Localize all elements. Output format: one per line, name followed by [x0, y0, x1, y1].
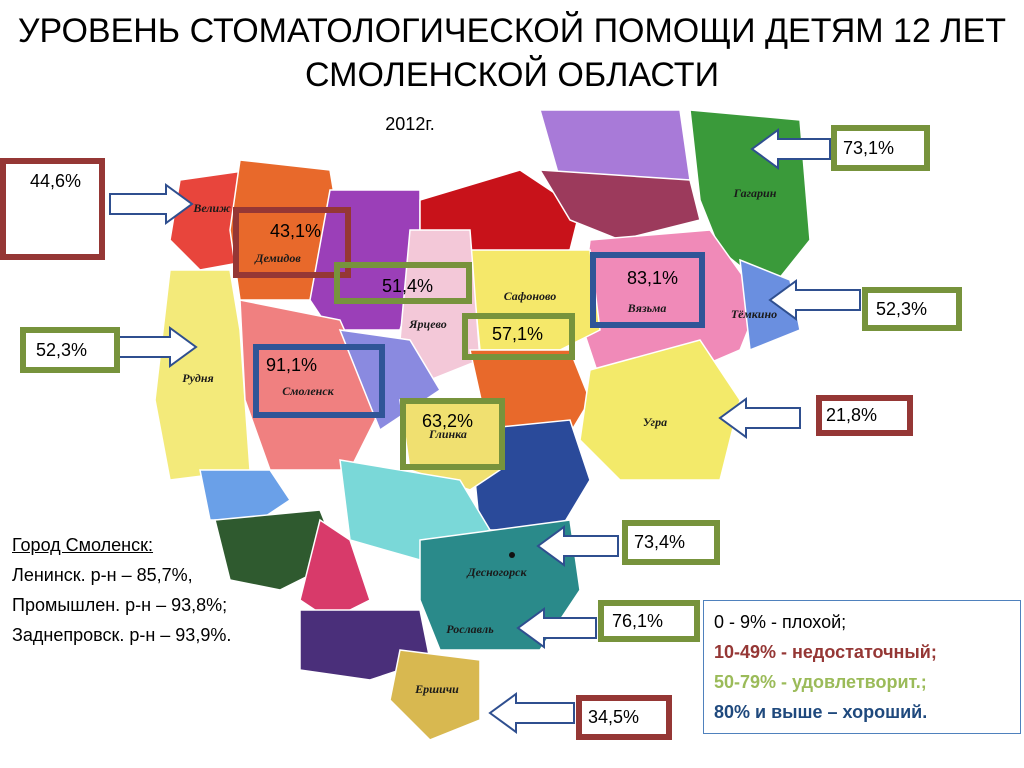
region-shape [739, 258, 801, 352]
region-name: Десногорск [466, 565, 527, 579]
region-shape [199, 469, 292, 521]
callout-value: 52,3% [36, 340, 87, 360]
callout-box [598, 600, 700, 642]
region-name: Тёмкино [731, 307, 777, 321]
region-name: Ярцево [408, 317, 446, 331]
region-name: Угра [643, 415, 667, 429]
callout-value: 44,6% [30, 171, 81, 191]
region-name: Рославль [446, 622, 494, 636]
callout-box [622, 520, 720, 565]
callout-value: 21,8% [826, 405, 877, 425]
callout-box [400, 398, 505, 470]
callout-box [862, 287, 962, 331]
note-line: Ленинск. р-н – 85,7%, [12, 565, 193, 585]
callout-box [831, 125, 930, 171]
arrow [768, 279, 861, 321]
legend-item: 80% и выше – хороший. [714, 702, 928, 722]
arrow [111, 326, 198, 368]
callout-value: 57,1% [492, 324, 543, 344]
note-line: Заднепровск. р-н – 93,9%. [12, 625, 232, 645]
callout-box [334, 262, 472, 304]
title-part: УРОВЕНЬ СТОМАТОЛОГИЧЕСКОЙ ПОМОЩИ ДЕТЯМ 1… [18, 12, 1006, 50]
callout-box [253, 344, 385, 418]
arrow [488, 692, 575, 734]
region-name: Вязьма [627, 301, 667, 315]
year: 2012г. [385, 114, 434, 134]
legend-item: 0 - 9% - плохой; [714, 612, 847, 632]
callout-box [816, 395, 913, 436]
region-name: Глинка [428, 427, 467, 441]
callout-value: 34,5% [588, 707, 639, 727]
legend-item: 10-49% - недостаточный; [714, 642, 937, 662]
region-name: Сафоново [504, 289, 557, 303]
callout-box [590, 252, 705, 328]
region-name: Велиж [192, 201, 231, 215]
callout-value: 76,1% [612, 611, 663, 631]
region-shape [389, 649, 481, 741]
callout-value: 73,1% [843, 138, 894, 158]
region-names: Велиж Демидов Сафоново Вязьма Ярцево Тёмкино Г… [182, 186, 777, 696]
callout-value: 52,3% [876, 299, 927, 319]
callouts: 44,6% 43,1% 51,4% 83,1% 57,1% 91,1% 63,2% 73,1%… [0, 125, 962, 740]
legend: 0 - 9% - плохой; 10-49% - недостаточный;… [703, 600, 1021, 734]
callout-box [576, 695, 672, 740]
callout-value: 43,1% [270, 221, 321, 241]
arrow [750, 128, 831, 170]
legend-item: 50-79% - удовлетворит.; [714, 672, 927, 692]
arrow [536, 525, 619, 567]
callout-box [233, 207, 351, 278]
callout-value: 83,1% [627, 268, 678, 288]
region-shape [539, 109, 691, 181]
arrow [718, 397, 801, 439]
callout-value: 91,1% [266, 355, 317, 375]
region-name: Смоленск [282, 384, 334, 398]
region-name: Рудня [182, 371, 213, 385]
title-part: СМОЛЕНСКОЙ ОБЛАСТИ [305, 56, 719, 94]
note-heading: Город Смоленск: [12, 535, 154, 555]
region-name: Ершичи [414, 682, 459, 696]
callout-box [0, 158, 105, 260]
city-note: Город Смоленск: Ленинск. р-н – 85,7%, Пр… [12, 530, 231, 650]
arrow [516, 607, 597, 649]
callout-value: 73,4% [634, 532, 685, 552]
city-dot [509, 552, 515, 558]
region-shape [538, 169, 701, 241]
callout-box [462, 313, 575, 360]
region-shape [579, 339, 741, 481]
callout-box [20, 327, 120, 373]
note-line: Промышлен. р-н – 93,8%; [12, 595, 228, 615]
title-line: УРОВЕНЬ СТОМАТОЛОГИЧЕСКОЙ ПОМОЩИ ДЕТЯМ 1… [18, 12, 1006, 94]
region-name: Гагарин [733, 186, 777, 200]
region-name: Демидов [254, 251, 301, 265]
callout-value: 51,4% [382, 276, 433, 296]
arrow [109, 183, 194, 225]
callout-value: 63,2% [422, 411, 473, 431]
